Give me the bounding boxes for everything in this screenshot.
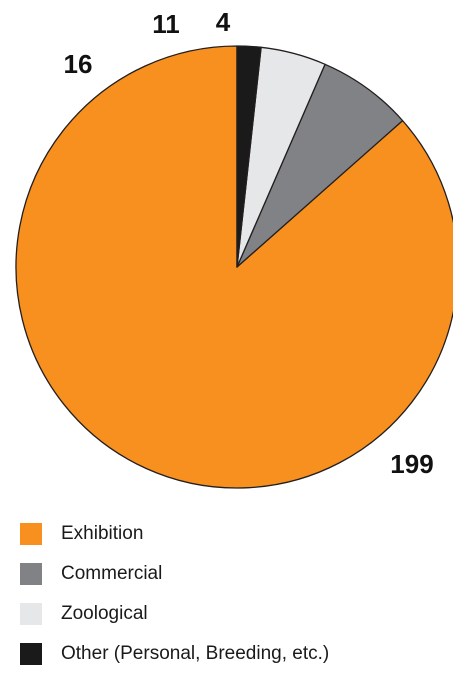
legend-label-commercial: Commercial xyxy=(61,563,163,584)
legend-item-other: Other (Personal, Breeding, etc.) xyxy=(20,643,330,665)
pie-slice-other xyxy=(236,45,262,268)
legend-swatch-exhibition xyxy=(20,523,42,545)
pie-chart: 199 16 11 4 xyxy=(15,7,453,489)
slice-label-commercial: 16 xyxy=(64,49,93,79)
legend-item-exhibition: Exhibition xyxy=(20,523,329,545)
legend-item-zoological: Zoological xyxy=(20,603,329,625)
legend-swatch-commercial xyxy=(20,563,42,585)
legend-label-exhibition: Exhibition xyxy=(61,523,144,544)
pie-slice-exhibition xyxy=(15,45,453,489)
legend-label-other: Other (Personal, Breeding, etc.) xyxy=(61,643,330,664)
legend-label-zoological: Zoological xyxy=(61,603,148,624)
legend-swatch-zoological xyxy=(20,603,42,625)
slice-label-exhibition: 199 xyxy=(390,449,433,479)
legend-item-commercial: Commercial xyxy=(20,563,329,585)
legend: Exhibition Commercial Zoological Other (… xyxy=(20,523,330,684)
slice-label-zoological: 11 xyxy=(152,9,180,39)
slice-label-other: 4 xyxy=(216,7,231,37)
legend-swatch-other xyxy=(20,643,42,665)
